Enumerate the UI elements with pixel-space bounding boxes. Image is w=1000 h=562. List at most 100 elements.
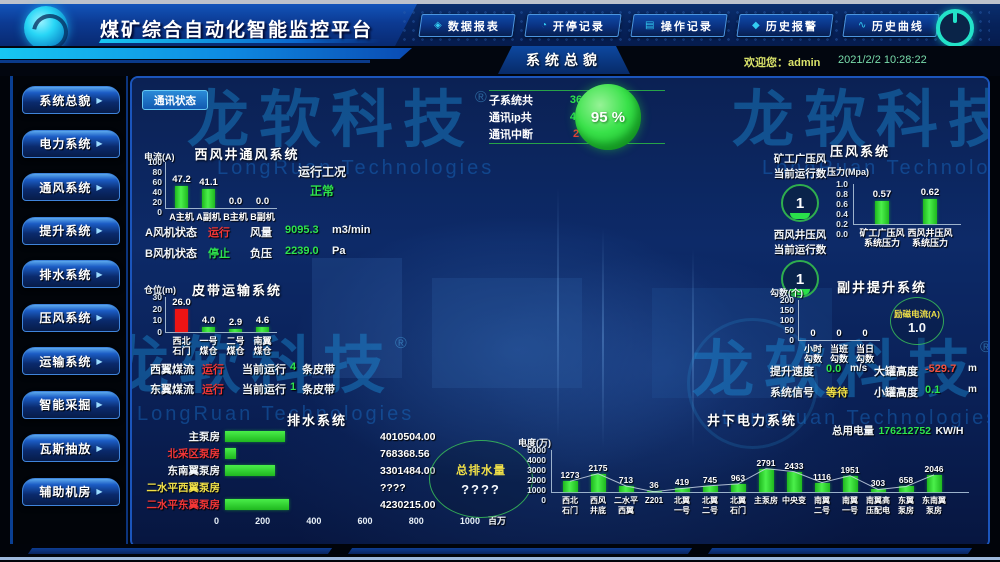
ytick: 20: [152, 303, 162, 314]
bar-column: 4.0: [195, 297, 222, 332]
sidebar-item[interactable]: 瓦斯抽放 ▶: [22, 434, 120, 462]
xlabel: 当班 勾数: [829, 344, 848, 365]
bar-value: 419: [674, 477, 690, 487]
bar: [842, 476, 858, 492]
power-title: 井下电力系统: [706, 413, 797, 428]
bar-value: 658: [898, 475, 914, 485]
sidebar-item[interactable]: 压风系统 ▶: [22, 303, 120, 332]
background-photo: [132, 78, 988, 546]
ytick: 0: [157, 207, 162, 217]
bar-value: 0.0: [255, 196, 270, 207]
belt-run-tail: 条皮带: [302, 384, 335, 396]
belt-bars: 26.0 4.0 2.9 4.6: [168, 297, 276, 332]
bar-column: 1273: [556, 450, 584, 492]
nav-button[interactable]: ∿ 历史曲线: [842, 14, 940, 37]
sidebar-item[interactable]: 排水系统 ▶: [22, 260, 120, 288]
ytick: 4000: [527, 455, 546, 465]
bar-value: 745: [702, 475, 718, 485]
status-value: 停止: [208, 248, 230, 260]
background-streak: [557, 188, 559, 438]
bar-column: 36: [640, 450, 668, 492]
bar: [674, 488, 690, 492]
sidebar-item[interactable]: 智能采掘 ▶: [22, 390, 120, 419]
pump-station-label: 二水平西翼泵房: [146, 482, 221, 494]
sidebar-item[interactable]: 运输系统 ▶: [22, 347, 120, 375]
chevron-right-icon: ▶: [96, 139, 103, 148]
xlabel: 南翼 煤仓: [253, 336, 272, 357]
metric-unit: m: [968, 363, 977, 374]
air-group-sub: 当前运行数: [773, 168, 827, 180]
ytick: 100: [147, 157, 162, 167]
xlabel: 一号 煤仓: [199, 336, 218, 357]
nav-button-label: 操作记录: [660, 20, 713, 33]
air-yaxis: [853, 184, 854, 225]
bar: [758, 469, 774, 492]
total-drainage-label: 总排水量: [456, 464, 506, 477]
power-total-value: 176212752: [878, 425, 932, 437]
metric-value: 2239.0: [285, 245, 319, 257]
xlabel: 北翼 一号: [674, 496, 690, 515]
status-key: 系统信号: [770, 387, 814, 399]
metric-value: -529.7: [925, 363, 957, 375]
air-yticks: 1.0 0.8 0.6 0.4 0.2 0.0: [824, 179, 848, 239]
air-bars: 0.57 0.62: [858, 184, 954, 224]
xlabel: 南翼 二号: [814, 496, 830, 515]
xtick: 1000: [459, 516, 480, 526]
sidebar-item-label: 电力系统: [39, 137, 92, 151]
nav-button-icon: ▤: [645, 20, 655, 31]
xlabel: 南翼高 压配电: [866, 496, 890, 515]
power-xlabels: 西北 石门 西风 井底 二水平 西翼 Z201: [556, 496, 948, 515]
status-key: A风机状态: [145, 227, 197, 239]
chevron-right-icon: ▶: [96, 356, 103, 366]
sidebar-item[interactable]: 通风系统 ▶: [22, 173, 120, 201]
hoist-status-rows: 提升速度 0.0 m/s 大罐高度 -529.7 m 系统信号 等待 小罐高度 …: [770, 363, 985, 405]
power-xaxis: [551, 492, 969, 493]
hoist-ylabel: 勾数(个): [770, 288, 803, 298]
bottom-accent: [347, 548, 693, 554]
bar-value: 0.62: [920, 187, 940, 198]
drainage-value: ????: [380, 481, 406, 494]
chevron-right-icon: ▶: [96, 400, 103, 409]
nav-button[interactable]: ◈ 数据报表: [418, 14, 516, 37]
xtick: 400: [306, 516, 322, 526]
nav-button[interactable]: ◆ 历史报警: [736, 14, 834, 37]
sidebar-item-label: 辅助机房: [39, 485, 92, 499]
top-nav: ◈ 数据报表 ◔ 开停记录 ▤ 操作记录 ◆ 历史报警 ∿ 历史曲线: [418, 14, 940, 37]
ventilation-yaxis: [165, 162, 166, 209]
power-button[interactable]: [936, 9, 974, 47]
top-edge: [0, 0, 1000, 4]
sidebar-item[interactable]: 电力系统 ▶: [22, 129, 120, 158]
ventilation-ylabel: 电流(A): [144, 152, 175, 162]
bar-value: 1116: [813, 472, 831, 482]
sidebar-item[interactable]: 提升系统 ▶: [22, 216, 120, 245]
comm-status-chip[interactable]: 通讯状态: [142, 90, 208, 110]
condition-label: 运行工况: [297, 165, 346, 179]
bar: [870, 489, 886, 492]
bar-column: 963: [724, 450, 752, 492]
xlabel: 北翼 二号: [702, 496, 718, 515]
bar-value: 2.9: [228, 317, 243, 328]
xlabel: 西北 石门: [562, 496, 578, 515]
nav-button[interactable]: ◔ 开停记录: [524, 14, 622, 37]
bar-column: 2046: [920, 450, 948, 492]
bar-column: 713: [612, 450, 640, 492]
drainage-bar: [225, 431, 286, 442]
drainage-bar: [225, 465, 275, 476]
drainage-row: 主泵房 4010504.00: [140, 428, 490, 445]
sidebar-item[interactable]: 系统总貌 ▶: [22, 86, 120, 114]
belt-xaxis: [165, 332, 277, 333]
ventilation-status-rows: A风机状态 运行 风量 9095.3 m3/min B风机状态 停止 负压 22…: [140, 224, 420, 266]
ytick: 0.0: [836, 229, 848, 239]
ytick: 0: [789, 335, 794, 345]
power-total-unit: KW/H: [935, 425, 964, 437]
bar-column: 2175: [584, 450, 612, 492]
xlabel: 西北 石门: [172, 336, 191, 357]
sidebar-item[interactable]: 辅助机房 ▶: [22, 477, 120, 506]
nav-button[interactable]: ▤ 操作记录: [630, 14, 728, 37]
bar: [202, 189, 215, 208]
status-value: 运行: [208, 227, 230, 239]
drainage-value: 768368.56: [380, 447, 430, 460]
xlabel: 主泵房: [754, 496, 778, 505]
drainage-row: 二水平西翼泵房 ????: [140, 479, 490, 496]
metric-unit: m3/min: [332, 224, 371, 236]
